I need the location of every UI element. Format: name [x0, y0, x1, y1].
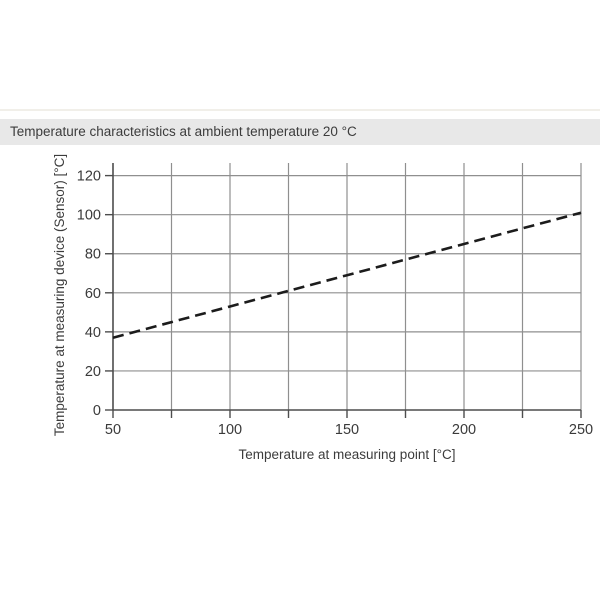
y-tick-label: 0: [93, 403, 101, 419]
x-tick-label: 150: [335, 422, 359, 438]
x-tick-label: 50: [105, 422, 121, 438]
x-tick-label: 200: [452, 422, 476, 438]
y-axis-title: Temperature at measuring device (Sensor)…: [52, 154, 67, 436]
y-tick-label: 100: [77, 208, 101, 224]
y-tick-label: 20: [85, 364, 101, 380]
sensor-temperature-curve: [112, 211, 582, 339]
top-divider-line: [0, 109, 600, 111]
y-tick-label: 60: [85, 286, 101, 302]
x-axis-title: Temperature at measuring point [°C]: [238, 447, 455, 462]
x-tick-label: 250: [569, 422, 593, 438]
x-tick-label: 100: [218, 422, 242, 438]
y-tick-label: 80: [85, 247, 101, 263]
y-tick-label: 40: [85, 325, 101, 341]
chart-title-bar: Temperature characteristics at ambient t…: [0, 119, 600, 145]
y-tick-label: 120: [77, 169, 101, 185]
